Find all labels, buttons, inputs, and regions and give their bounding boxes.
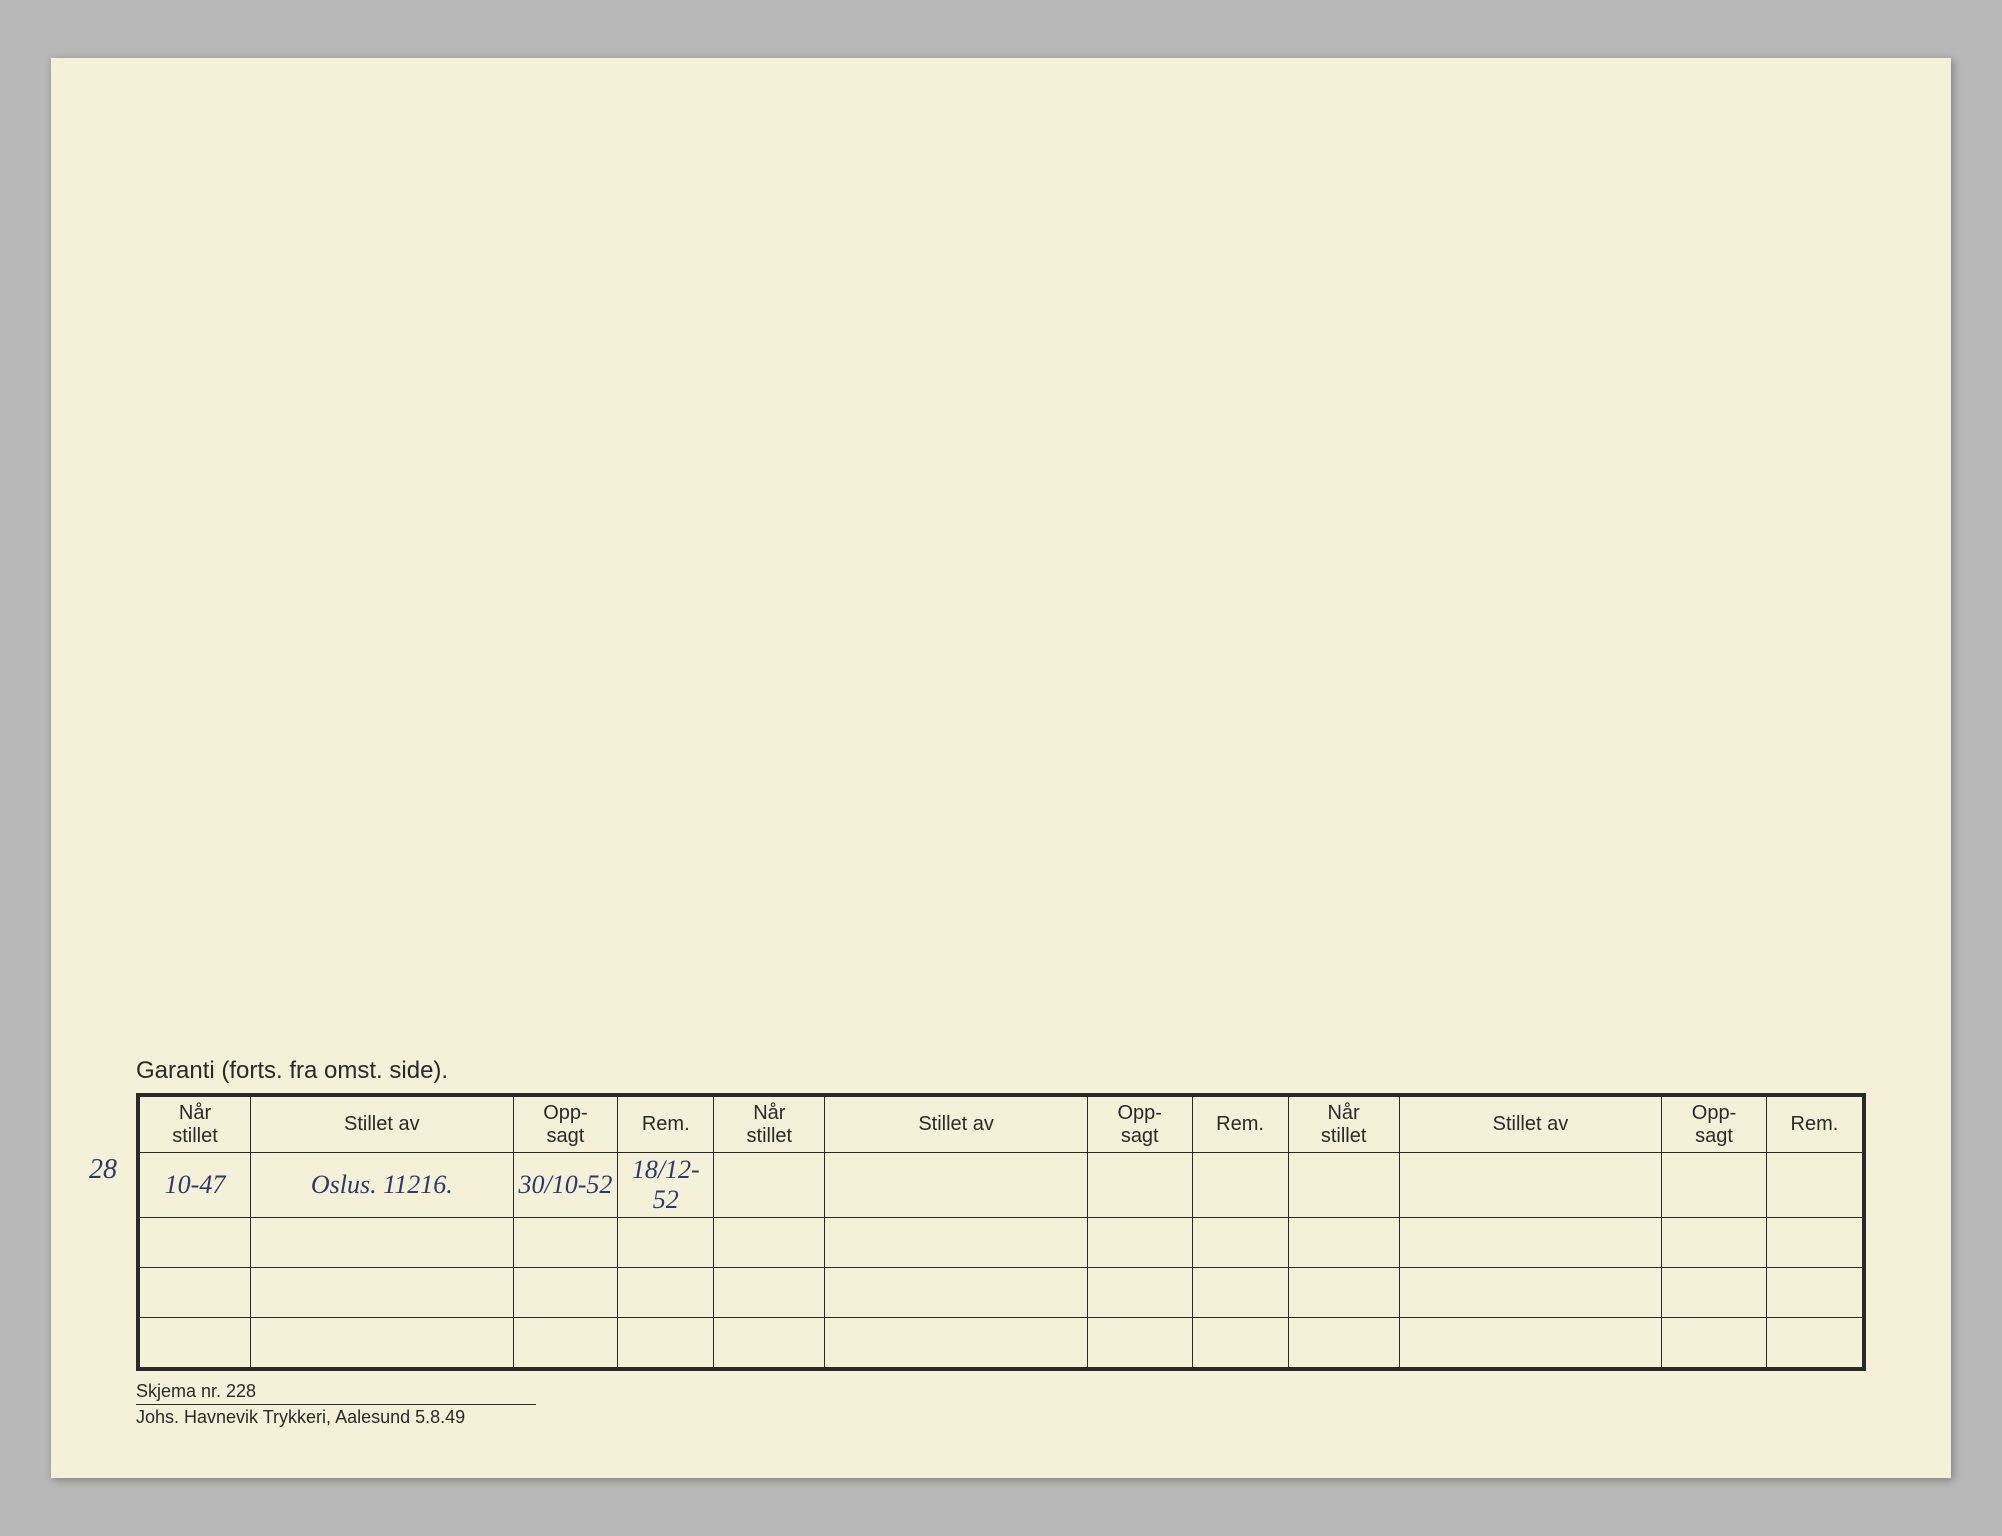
cell: [251, 1268, 514, 1318]
table-row: [140, 1218, 1863, 1268]
cell: [1192, 1218, 1288, 1268]
cell: [1766, 1318, 1862, 1368]
table-body: 10-47 Oslus. 11216. 30/10-52 18/12-52: [140, 1153, 1863, 1368]
header-nar-stillet-1: Nårstillet: [140, 1097, 251, 1153]
header-stillet-av-3: Stillet av: [1399, 1097, 1662, 1153]
cell: [251, 1218, 514, 1268]
header-rem-2: Rem.: [1192, 1097, 1288, 1153]
cell: [1087, 1153, 1192, 1218]
cell: [1399, 1218, 1662, 1268]
table-title: Garanti (forts. fra omst. side).: [136, 1057, 1866, 1085]
margin-note-row-1: 28: [89, 1154, 117, 1186]
cell: Oslus. 11216.: [251, 1153, 514, 1218]
cell: [1087, 1318, 1192, 1368]
cell: [1288, 1318, 1399, 1368]
cell: [140, 1268, 251, 1318]
footer-form-number: Skjema nr. 228: [136, 1381, 1866, 1402]
cell: [618, 1268, 714, 1318]
table-row: [140, 1318, 1863, 1368]
header-oppsagt-3: Opp-sagt: [1662, 1097, 1767, 1153]
cell: [714, 1153, 825, 1218]
cell: 30/10-52: [513, 1153, 618, 1218]
table-row: 10-47 Oslus. 11216. 30/10-52 18/12-52: [140, 1153, 1863, 1218]
content-area: Garanti (forts. fra omst. side). 28 Nårs…: [136, 1057, 1866, 1428]
cell: [513, 1268, 618, 1318]
header-rem-1: Rem.: [618, 1097, 714, 1153]
cell: [513, 1318, 618, 1368]
cell: [513, 1218, 618, 1268]
cell: [1087, 1268, 1192, 1318]
cell: 18/12-52: [618, 1153, 714, 1218]
cell: [1087, 1218, 1192, 1268]
footer: Skjema nr. 228 Johs. Havnevik Trykkeri, …: [136, 1381, 1866, 1428]
cell: [1399, 1268, 1662, 1318]
paper-document: Garanti (forts. fra omst. side). 28 Nårs…: [51, 58, 1951, 1478]
cell: [825, 1218, 1088, 1268]
cell: [1288, 1218, 1399, 1268]
cell: [1662, 1218, 1767, 1268]
cell: [714, 1218, 825, 1268]
header-stillet-av-1: Stillet av: [251, 1097, 514, 1153]
cell: [825, 1268, 1088, 1318]
cell: [618, 1318, 714, 1368]
cell: [1192, 1318, 1288, 1368]
cell: [1662, 1268, 1767, 1318]
cell: [1399, 1153, 1662, 1218]
cell: [1192, 1268, 1288, 1318]
table-header-row: Nårstillet Stillet av Opp-sagt Rem. Nårs…: [140, 1097, 1863, 1153]
cell: [1662, 1153, 1767, 1218]
header-rem-3: Rem.: [1766, 1097, 1862, 1153]
table-row: [140, 1268, 1863, 1318]
header-nar-stillet-2: Nårstillet: [714, 1097, 825, 1153]
header-oppsagt-2: Opp-sagt: [1087, 1097, 1192, 1153]
guarantee-table: Nårstillet Stillet av Opp-sagt Rem. Nårs…: [139, 1096, 1863, 1368]
cell: [618, 1218, 714, 1268]
cell: [140, 1218, 251, 1268]
cell: [1288, 1153, 1399, 1218]
cell: [714, 1318, 825, 1368]
cell: [1766, 1153, 1862, 1218]
cell: [825, 1153, 1088, 1218]
cell: [1288, 1268, 1399, 1318]
cell: [140, 1318, 251, 1368]
cell: [1766, 1218, 1862, 1268]
footer-printer-info: Johs. Havnevik Trykkeri, Aalesund 5.8.49: [136, 1407, 1866, 1428]
cell: [1192, 1153, 1288, 1218]
guarantee-table-container: 28 Nårstillet Stillet av Opp-sagt Rem. N…: [136, 1093, 1866, 1371]
cell: [1399, 1318, 1662, 1368]
header-oppsagt-1: Opp-sagt: [513, 1097, 618, 1153]
cell: [714, 1268, 825, 1318]
header-stillet-av-2: Stillet av: [825, 1097, 1088, 1153]
cell: [825, 1318, 1088, 1368]
cell: [1662, 1318, 1767, 1368]
footer-divider: [136, 1404, 536, 1405]
cell: 10-47: [140, 1153, 251, 1218]
cell: [1766, 1268, 1862, 1318]
header-nar-stillet-3: Nårstillet: [1288, 1097, 1399, 1153]
cell: [251, 1318, 514, 1368]
